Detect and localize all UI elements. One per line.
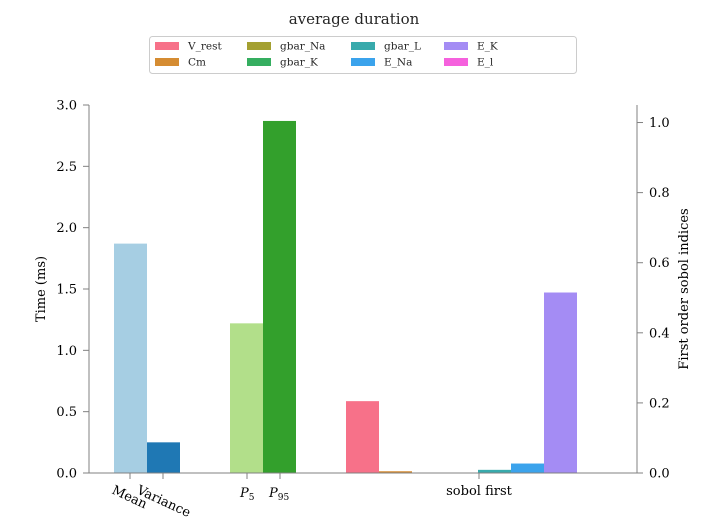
right-axis-ticks: 0.0 0.2 0.4 0.6 0.8 1.0 [637,116,670,482]
legend-swatch-e-k [444,42,468,50]
x-tick-label-p5: P5 [239,486,255,503]
legend-label-gbar-na: gbar_Na [280,41,325,53]
right-tick-label: 0.4 [649,326,670,341]
legend-swatch-cm [155,58,179,66]
left-axis-label: Time (ms) [34,256,49,322]
left-axis-ticks: 0.0 0.5 1.0 1.5 2.0 2.5 3.0 [56,99,89,482]
legend-swatch-v-rest [155,42,179,50]
p95-subscript: 95 [278,493,290,503]
legend-swatch-gbar-k [247,58,271,66]
right-tick-label: 0.2 [649,396,670,411]
bars [114,120,577,474]
bar-p5 [230,323,263,473]
legend-swatch-e-na [351,58,375,66]
bar-variance [147,442,180,473]
left-tick-label: 0.0 [56,467,77,482]
x-tick-label-sobol: sobol first [446,484,512,499]
legend-label-e-na: E_Na [384,57,412,69]
legend-label-e-l: E_l [477,57,494,69]
left-tick-label: 2.0 [56,221,77,236]
p95-letter: P [268,486,278,501]
left-tick-label: 2.5 [56,160,77,175]
bar-sobol-v-rest [346,401,379,473]
bar-sobol-e-na [511,463,544,473]
chart-title: average duration [289,10,420,28]
left-tick-label: 1.0 [56,344,77,359]
legend-swatch-gbar-na [247,42,271,50]
bar-p95 [263,120,296,474]
bar-sobol-e-k [544,292,577,473]
legend-label-e-k: E_K [477,41,498,53]
bar-sobol-cm [379,471,412,473]
x-axis-ticks: Mean Variance P5 P95 sobol first [109,473,513,521]
right-tick-label: 0.6 [649,256,670,271]
legend-label-v-rest: V_rest [187,41,222,53]
p5-letter: P [239,486,249,501]
legend-label-cm: Cm [188,57,206,69]
right-tick-label: 0.0 [649,467,670,482]
x-tick-label-p95: P95 [268,486,289,503]
p5-subscript: 5 [249,493,255,503]
right-tick-label: 1.0 [649,116,670,131]
legend-label-gbar-l: gbar_L [384,41,421,53]
bar-sobol-gbar-l [478,469,511,473]
left-tick-label: 0.5 [56,405,77,420]
right-tick-label: 0.8 [649,186,670,201]
left-tick-label: 1.5 [56,283,77,298]
legend: V_rest Cm gbar_Na gbar_K gbar_L E_Na E_K E_l [149,36,577,74]
legend-swatch-e-l [444,58,468,66]
left-tick-label: 3.0 [56,99,77,114]
right-axis-label: First order sobol indices [677,208,692,369]
legend-swatch-gbar-l [351,42,375,50]
bar-mean [114,243,147,473]
legend-label-gbar-k: gbar_K [280,57,318,69]
